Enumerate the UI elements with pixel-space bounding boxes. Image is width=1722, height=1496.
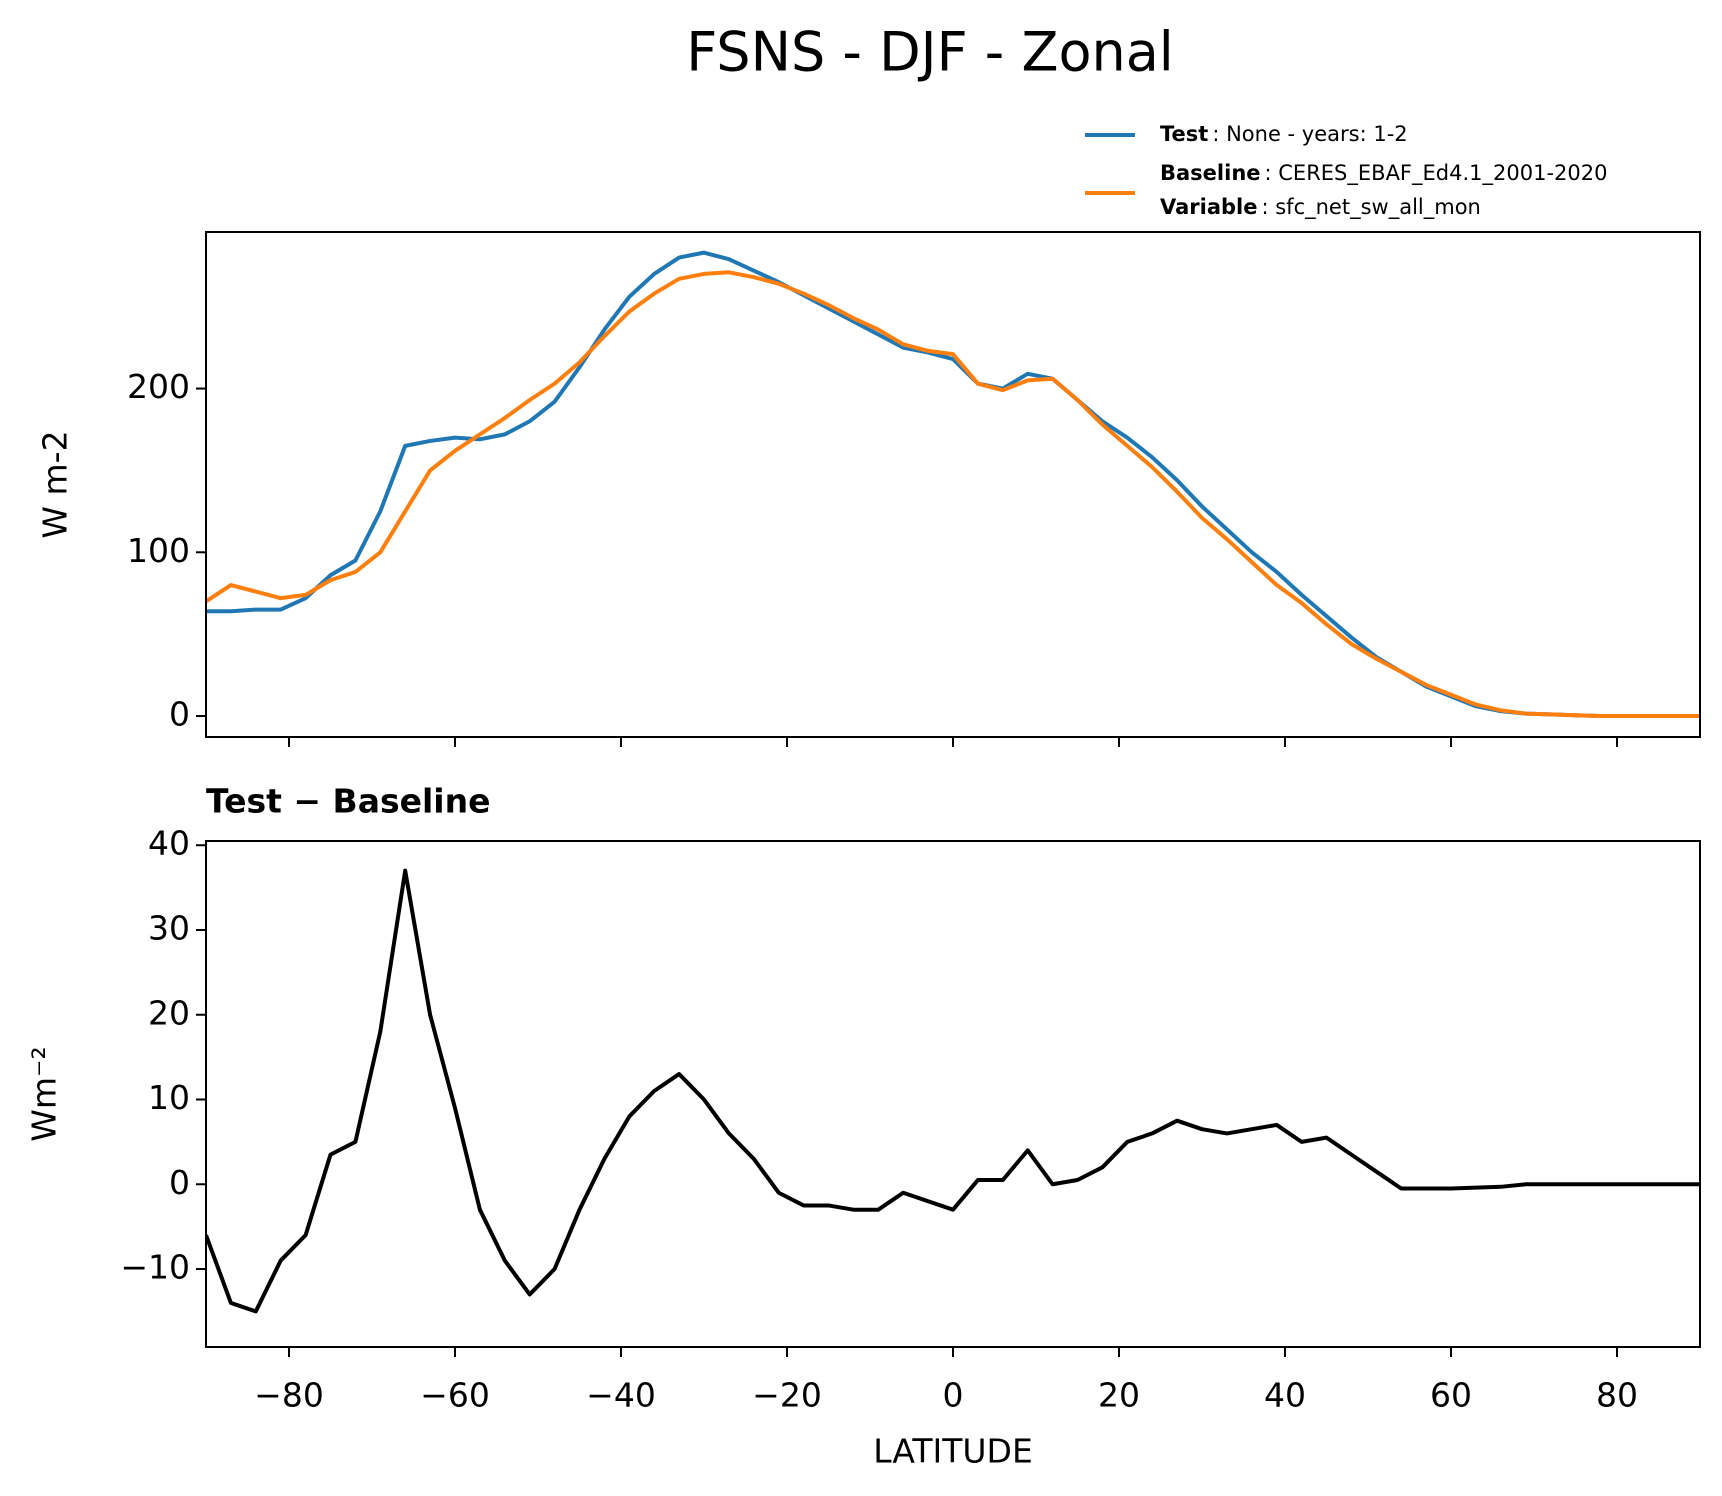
legend-text: : CERES_EBAF_Ed4.1_2001-2020: [1265, 161, 1608, 186]
legend-entry: Baseline: CERES_EBAF_Ed4.1_2001-2020: [1160, 161, 1607, 186]
x-tick-label: 20: [1098, 1376, 1140, 1415]
y-tick-label: −10: [120, 1248, 190, 1287]
legend-key: Baseline: [1160, 161, 1261, 185]
y-axis-label: W m-2: [36, 430, 75, 538]
y-tick-label: 20: [148, 993, 190, 1032]
x-tick-label: −80: [254, 1376, 324, 1415]
x-tick-label: 40: [1264, 1376, 1306, 1415]
figure-title: FSNS - DJF - Zonal: [686, 21, 1174, 84]
legend-text: : sfc_net_sw_all_mon: [1261, 195, 1480, 220]
axes-frame: [205, 231, 1701, 738]
y-tick-label: 100: [127, 531, 190, 570]
axes-frame: [205, 840, 1701, 1348]
x-tick-label: 80: [1596, 1376, 1638, 1415]
x-tick-label: −20: [752, 1376, 822, 1415]
x-tick-label: 60: [1430, 1376, 1472, 1415]
y-axis-label: Wm⁻²: [25, 1046, 64, 1141]
x-axis-label: LATITUDE: [873, 1432, 1033, 1471]
x-tick-label: −40: [586, 1376, 656, 1415]
data-line: [206, 250, 1700, 719]
y-tick-label: 40: [148, 824, 190, 863]
y-tick-label: 0: [169, 1163, 190, 1202]
x-tick-label: 0: [943, 1376, 964, 1415]
data-line: [206, 868, 1700, 1314]
legend-entry: Variable: sfc_net_sw_all_mon: [1160, 195, 1481, 220]
data-line: [206, 270, 1700, 719]
y-tick-label: 0: [169, 695, 190, 734]
legend-text: : None - years: 1-2: [1212, 122, 1407, 146]
y-tick-label: 10: [148, 1078, 190, 1117]
y-tick-label: 200: [127, 367, 190, 406]
legend-key: Test: [1160, 122, 1208, 146]
x-tick-label: −60: [420, 1376, 490, 1415]
legend-key: Variable: [1160, 195, 1257, 219]
axes-title: Test − Baseline: [206, 782, 491, 821]
y-tick-label: 30: [148, 908, 190, 947]
legend-entry: Test: None - years: 1-2: [1160, 122, 1408, 146]
